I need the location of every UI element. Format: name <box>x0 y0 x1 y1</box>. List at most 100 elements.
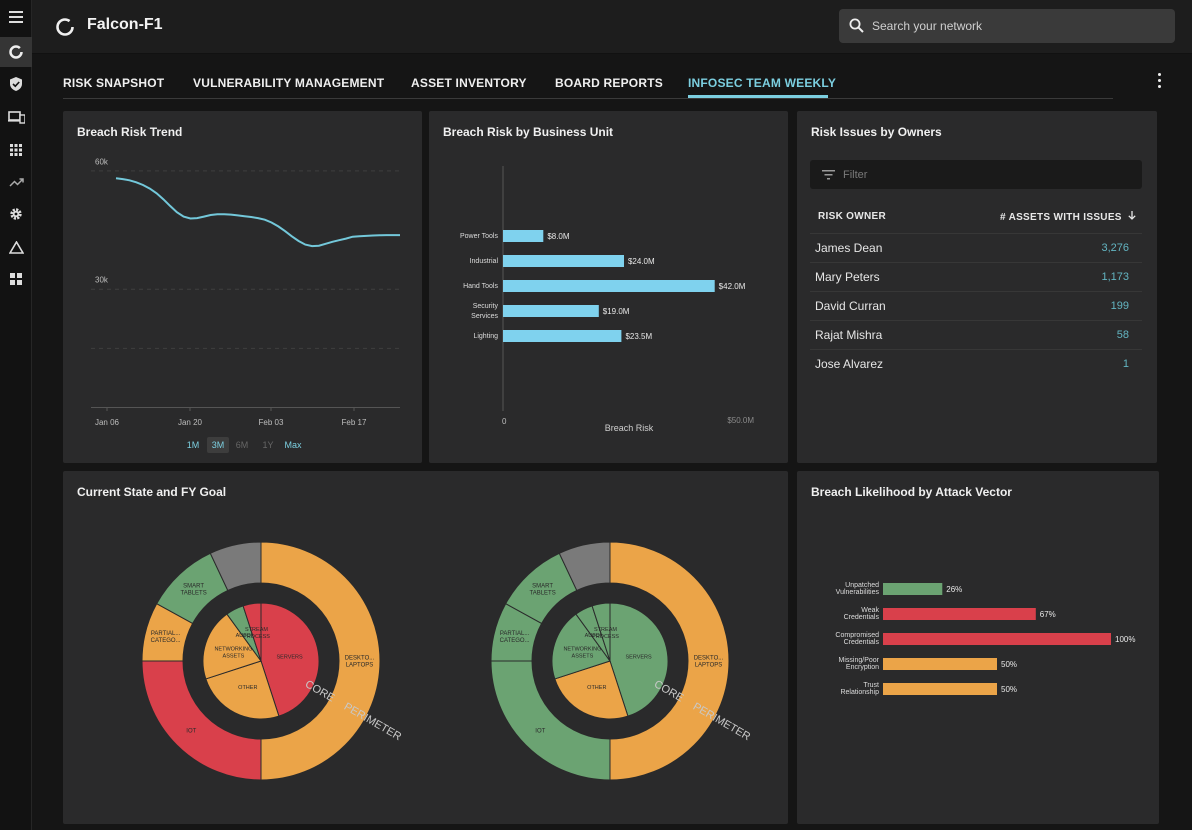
bar-value-label: $8.0M <box>547 232 570 241</box>
menu-icon[interactable] <box>0 2 32 32</box>
outer-ring-segment[interactable] <box>609 541 730 781</box>
search-icon <box>849 18 864 33</box>
asset-count[interactable]: 1 <box>1122 358 1129 370</box>
bu-bar[interactable] <box>503 230 544 242</box>
tab-risk-snapshot[interactable]: RISK SNAPSHOT <box>63 76 165 90</box>
x-tick-label: Jan 20 <box>178 418 203 427</box>
range-1y-button[interactable]: 1Y <box>262 440 274 450</box>
asset-count[interactable]: 199 <box>1110 300 1129 312</box>
segment-label: STREAM <box>245 627 268 633</box>
range-6m-button[interactable]: 6M <box>235 440 249 450</box>
more-options-icon[interactable] <box>1150 70 1168 90</box>
range-max-button[interactable]: Max <box>284 440 302 450</box>
inner-ring-segment[interactable] <box>554 660 629 720</box>
table-row[interactable]: David Curran 199 <box>810 291 1142 320</box>
table-row[interactable]: Jose Alvarez 1 <box>810 349 1142 378</box>
category-label: Weak <box>861 607 879 614</box>
segment-label: PARTIAL... <box>500 631 530 637</box>
bu-bar[interactable] <box>503 330 622 342</box>
inner-ring-segment[interactable] <box>260 602 320 717</box>
category-label: Trust <box>863 682 879 689</box>
segment-label: AUTOM... <box>236 633 261 639</box>
category-label: Hand Tools <box>463 283 498 290</box>
trend-series-line <box>115 177 400 248</box>
inner-ring-segment[interactable] <box>551 613 611 680</box>
attack-vector-card: Breach Likelihood by Attack Vector <box>797 471 1159 824</box>
range-1m-button[interactable]: 1M <box>186 440 200 450</box>
attack-vector-bar[interactable] <box>883 683 997 695</box>
search-box[interactable] <box>839 9 1175 43</box>
category-label: Security <box>473 303 499 310</box>
attack-vector-bar[interactable] <box>883 658 997 670</box>
devices-icon[interactable] <box>0 102 32 132</box>
filter-box[interactable] <box>810 160 1142 189</box>
card-title: Breach Risk by Business Unit <box>443 125 614 139</box>
outer-ring-segment[interactable] <box>260 541 381 781</box>
tab-vulnerability-management[interactable]: VULNERABILITY MANAGEMENT <box>193 76 385 90</box>
arrow-down-icon <box>1128 211 1136 220</box>
tab-asset-inventory[interactable]: ASSET INVENTORY <box>411 76 527 90</box>
category-label: Industrial <box>470 258 499 265</box>
bu-bar[interactable] <box>503 255 624 267</box>
attack-vector-bar[interactable] <box>883 633 1111 645</box>
bar-value-label: $23.5M <box>625 332 652 341</box>
outer-ring-segment[interactable] <box>558 541 611 592</box>
attack-vector-bar[interactable] <box>883 608 1036 620</box>
bar-value-label: $42.0M <box>719 282 746 291</box>
bar-value-label: $24.0M <box>628 257 655 266</box>
segment-label: SMART <box>532 584 553 590</box>
x-tick-label: $50.0M <box>727 416 754 425</box>
x-tick-label: 0 <box>502 417 507 426</box>
inner-ring-segment[interactable] <box>242 602 262 662</box>
search-input[interactable] <box>872 9 1162 43</box>
sidebar-rail <box>0 0 32 830</box>
active-tab-indicator <box>688 95 828 98</box>
x-tick-label: Feb 03 <box>259 418 284 427</box>
table-row[interactable]: James Dean 3,276 <box>810 233 1142 262</box>
segment-label: LAPTOPS <box>695 663 723 669</box>
column-header-risk-owner[interactable]: RISK OWNER <box>818 211 886 222</box>
category-label: Lighting <box>473 333 498 340</box>
segment-label: DESKTO... <box>345 656 375 662</box>
sunburst-charts: DESKTO...LAPTOPSIOTPARTIAL...CATEGO...SM… <box>141 541 752 781</box>
trending-icon[interactable] <box>0 167 32 197</box>
filter-input[interactable] <box>843 160 1133 189</box>
category-label: Relationship <box>840 689 879 696</box>
column-header-assets-with-issues[interactable]: # ASSETS WITH ISSUES <box>1000 211 1136 223</box>
apps-grid-icon[interactable] <box>0 135 32 165</box>
tab-infosec-team-weekly[interactable]: INFOSEC TEAM WEEKLY <box>688 76 837 90</box>
shield-icon[interactable] <box>0 69 32 99</box>
owner-name: Rajat Mishra <box>815 328 883 342</box>
widgets-icon[interactable] <box>0 264 32 294</box>
warning-triangle-icon[interactable] <box>0 232 32 262</box>
owner-name: Jose Alvarez <box>815 357 884 371</box>
bu-bar[interactable] <box>503 280 715 292</box>
dashboard-ring-icon[interactable] <box>0 37 32 67</box>
inner-ring-segment[interactable] <box>591 602 611 662</box>
card-title: Breach Likelihood by Attack Vector <box>811 485 1012 499</box>
ring-label: CORE <box>652 678 686 704</box>
category-label: Encryption <box>846 664 879 671</box>
bar-value-label: 67% <box>1040 610 1056 619</box>
outer-ring-segment[interactable] <box>209 541 262 592</box>
tab-board-reports[interactable]: BOARD REPORTS <box>555 76 663 90</box>
asset-count[interactable]: 3,276 <box>1101 242 1129 254</box>
card-title: Current State and FY Goal <box>77 485 227 499</box>
table-row[interactable]: Rajat Mishra 58 <box>810 320 1142 349</box>
attack-vector-bar[interactable] <box>883 583 943 595</box>
bar-value-label: $19.0M <box>603 307 630 316</box>
inner-ring-segment[interactable] <box>205 660 280 720</box>
segment-label: IOT <box>535 729 545 735</box>
asset-count[interactable]: 58 <box>1116 329 1129 341</box>
inner-ring-segment[interactable] <box>202 613 262 680</box>
bu-bar[interactable] <box>503 305 599 317</box>
top-bar: Falcon-F1 <box>32 0 1192 54</box>
asset-count[interactable]: 1,173 <box>1101 271 1129 283</box>
inner-ring-segment[interactable] <box>609 602 669 717</box>
segment-label: PROCESS <box>592 634 619 640</box>
range-3m-button[interactable]: 3M <box>207 437 229 453</box>
segment-label: TABLETS <box>529 591 555 597</box>
settings-gear-icon[interactable] <box>0 199 32 229</box>
table-row[interactable]: Mary Peters 1,173 <box>810 262 1142 291</box>
